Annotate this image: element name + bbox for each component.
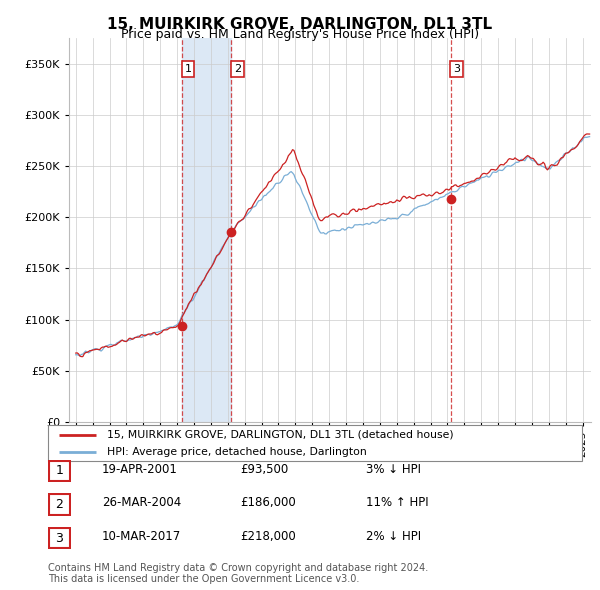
Text: 2: 2 — [234, 64, 241, 74]
Text: 15, MUIRKIRK GROVE, DARLINGTON, DL1 3TL (detached house): 15, MUIRKIRK GROVE, DARLINGTON, DL1 3TL … — [107, 430, 454, 440]
Text: 1: 1 — [55, 464, 64, 477]
FancyBboxPatch shape — [49, 494, 70, 514]
FancyBboxPatch shape — [48, 425, 582, 461]
Text: £93,500: £93,500 — [240, 463, 288, 476]
FancyBboxPatch shape — [49, 528, 70, 548]
Text: £186,000: £186,000 — [240, 496, 296, 509]
Text: 3% ↓ HPI: 3% ↓ HPI — [366, 463, 421, 476]
Text: HPI: Average price, detached house, Darlington: HPI: Average price, detached house, Darl… — [107, 447, 367, 457]
Text: 26-MAR-2004: 26-MAR-2004 — [102, 496, 181, 509]
Text: Contains HM Land Registry data © Crown copyright and database right 2024.: Contains HM Land Registry data © Crown c… — [48, 563, 428, 573]
Text: £218,000: £218,000 — [240, 530, 296, 543]
Bar — [182, 38, 232, 422]
Text: 11% ↑ HPI: 11% ↑ HPI — [366, 496, 428, 509]
Text: 15, MUIRKIRK GROVE, DARLINGTON, DL1 3TL: 15, MUIRKIRK GROVE, DARLINGTON, DL1 3TL — [107, 17, 493, 31]
Text: 1: 1 — [185, 64, 191, 74]
Text: 19-APR-2001: 19-APR-2001 — [102, 463, 178, 476]
Text: 2% ↓ HPI: 2% ↓ HPI — [366, 530, 421, 543]
Text: 3: 3 — [55, 532, 64, 545]
FancyBboxPatch shape — [49, 461, 70, 481]
Text: This data is licensed under the Open Government Licence v3.0.: This data is licensed under the Open Gov… — [48, 574, 359, 584]
Text: Price paid vs. HM Land Registry's House Price Index (HPI): Price paid vs. HM Land Registry's House … — [121, 28, 479, 41]
Text: 2: 2 — [55, 498, 64, 511]
Text: 3: 3 — [453, 64, 460, 74]
Text: 10-MAR-2017: 10-MAR-2017 — [102, 530, 181, 543]
